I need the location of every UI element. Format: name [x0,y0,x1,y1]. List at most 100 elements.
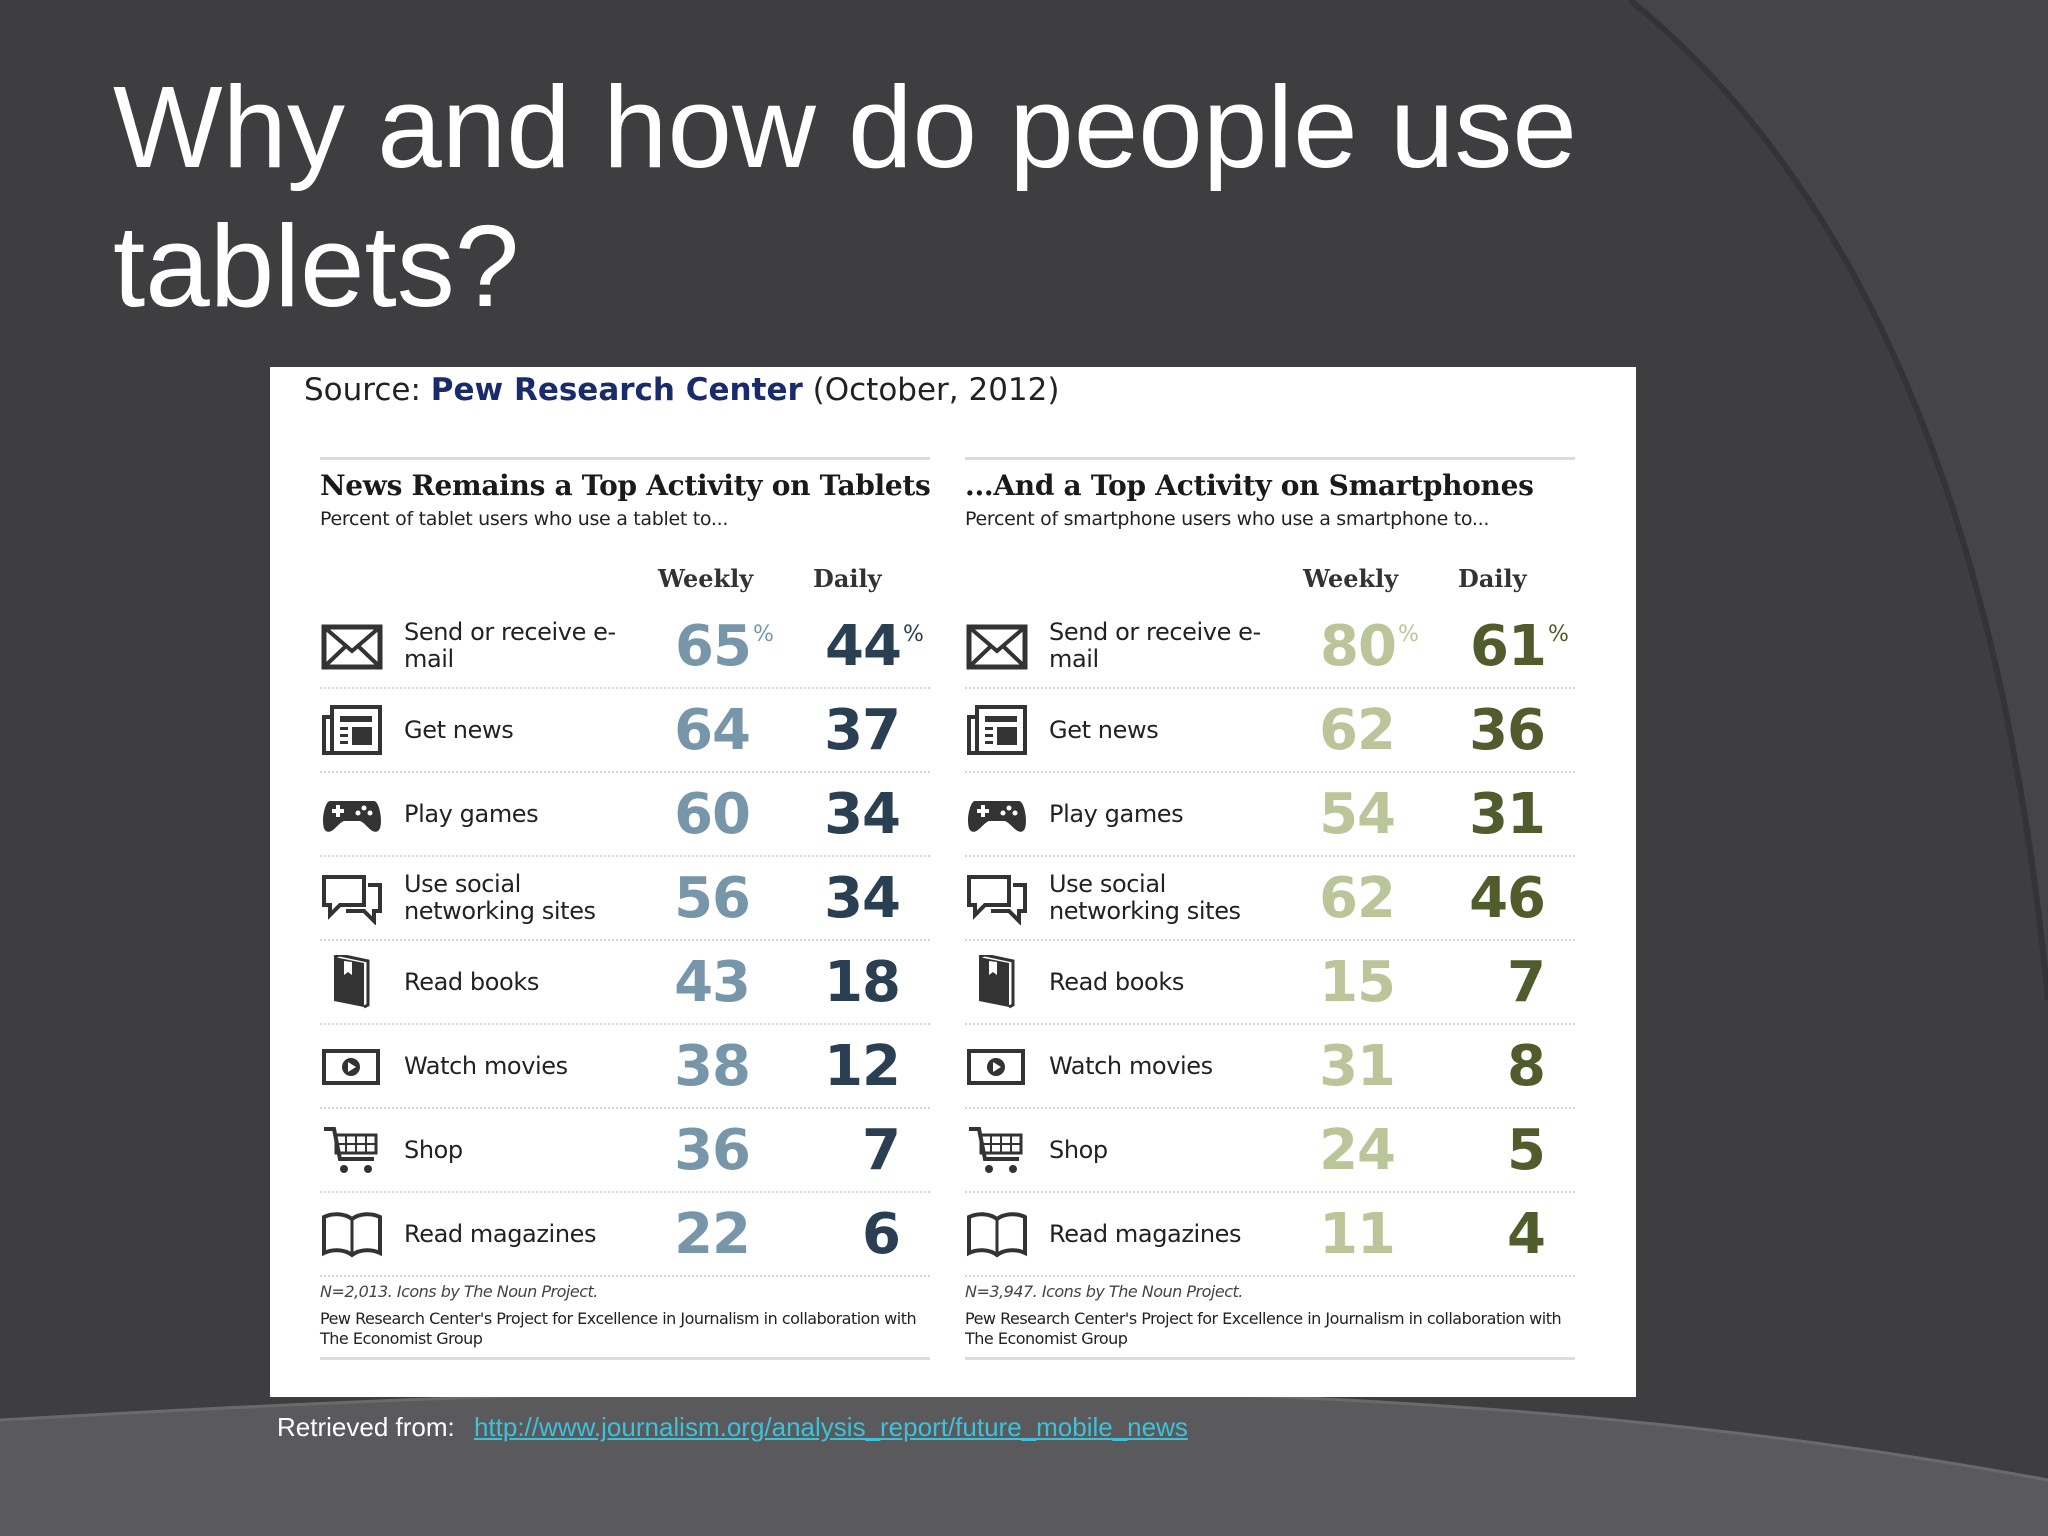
weekly-header: Weekly [1303,564,1399,593]
daily-value: 7 [1507,949,1546,1015]
gamepad-icon [965,787,1029,841]
activity-row-shop: Shop 36 7 [320,1109,930,1193]
percent-sign: % [1397,621,1419,647]
source-prefix: Source: [304,372,421,408]
shopping-cart-icon [965,1123,1029,1177]
activity-label: Use social networking sites [404,870,596,925]
weekly-value: 54 [1319,781,1396,847]
activity-label: Send or receive e-mail [404,618,616,673]
credit-note: Pew Research Center's Project for Excell… [965,1309,1562,1348]
activity-row-news: Get news 64 37 [320,689,930,773]
open-book-icon [965,1207,1029,1261]
activity-label: Use social networking sites [1049,870,1241,925]
percent-sign: % [902,621,924,647]
retrieved-from-line: Retrieved from: http://www.journalism.or… [277,1412,1188,1443]
envelope-icon [965,619,1029,673]
activity-row-movies: Watch movies 38 12 [320,1025,930,1109]
daily-value: 34 [824,781,901,847]
activity-label: Read books [1049,967,1184,996]
activity-label: Read books [404,967,539,996]
open-book-icon [320,1207,384,1261]
chat-bubbles-icon [320,871,384,925]
weekly-value: 60 [674,781,751,847]
daily-value: 4 [1507,1201,1546,1267]
daily-value: 8 [1507,1033,1546,1099]
percent-sign: % [1547,621,1569,647]
daily-value: 37 [824,697,901,763]
daily-value: 61% [1470,605,1600,687]
daily-value: 18 [824,949,901,1015]
daily-value: 36 [1469,697,1546,763]
activity-row-social: Use social networking sites 56 34 [320,857,930,941]
weekly-value: 15 [1319,949,1396,1015]
panel-subtitle: Percent of tablet users who use a tablet… [320,508,729,530]
weekly-value: 43 [674,949,751,1015]
activity-label: Play games [404,799,539,828]
book-icon [965,955,1029,1009]
smartphone-panel: ...And a Top Activity on Smartphones Per… [965,457,1575,1377]
retrieved-label: Retrieved from: [277,1412,455,1442]
video-play-icon [965,1039,1029,1093]
video-play-icon [320,1039,384,1093]
daily-value: 12 [824,1033,901,1099]
daily-value: 6 [862,1201,901,1267]
activity-label: Send or receive e-mail [1049,618,1261,673]
source-date: (October, 2012) [812,372,1060,408]
envelope-icon [320,619,384,673]
weekly-value: 80% [1320,605,1450,687]
panel-bottom-rule [965,1357,1575,1360]
weekly-value: 22 [674,1201,751,1267]
sample-note: N=2,013. Icons by The Noun Project. [320,1282,598,1301]
chat-bubbles-icon [965,871,1029,925]
daily-value: 31 [1469,781,1546,847]
activity-rows: Send or receive e-mail 65% 44% Get news … [320,605,930,1277]
weekly-value: 11 [1319,1201,1396,1267]
activity-label: Read magazines [1049,1219,1242,1248]
activity-label: Read magazines [404,1219,597,1248]
activity-row-email: Send or receive e-mail 80% 61% [965,605,1575,689]
daily-value: 44% [825,605,955,687]
panel-bottom-rule [320,1357,930,1360]
weekly-value: 36 [674,1117,751,1183]
activity-label: Get news [1049,715,1159,744]
slide-title: Why and how do people use tablets? [113,62,1577,331]
activity-label: Shop [1049,1135,1108,1164]
activity-label: Watch movies [1049,1051,1213,1080]
activity-row-games: Play games 54 31 [965,773,1575,857]
activity-row-games: Play games 60 34 [320,773,930,857]
activity-row-news: Get news 62 36 [965,689,1575,773]
weekly-number: 80 [1320,613,1397,679]
percent-sign: % [752,621,774,647]
source-link[interactable]: http://www.journalism.org/analysis_repor… [473,1412,1188,1442]
activity-rows: Send or receive e-mail 80% 61% Get news … [965,605,1575,1277]
daily-header: Daily [1458,564,1527,593]
activity-label: Watch movies [404,1051,568,1080]
daily-number: 44 [825,613,902,679]
activity-row-shop: Shop 24 5 [965,1109,1575,1193]
activity-row-books: Read books 15 7 [965,941,1575,1025]
daily-header: Daily [813,564,882,593]
activity-label: Play games [1049,799,1184,828]
daily-value: 46 [1469,865,1546,931]
daily-value: 7 [862,1117,901,1183]
weekly-value: 64 [674,697,751,763]
panel-title: ...And a Top Activity on Smartphones [965,469,1534,502]
daily-number: 61 [1470,613,1547,679]
weekly-value: 65% [675,605,805,687]
activity-label: Shop [404,1135,463,1164]
source-line: Source: Pew Research Center (October, 20… [304,372,1059,408]
activity-row-books: Read books 43 18 [320,941,930,1025]
panel-subtitle: Percent of smartphone users who use a sm… [965,508,1490,530]
weekly-value: 38 [674,1033,751,1099]
weekly-header: Weekly [658,564,754,593]
activity-row-social: Use social networking sites 62 46 [965,857,1575,941]
activity-row-magazines: Read magazines 22 6 [320,1193,930,1277]
activity-row-magazines: Read magazines 11 4 [965,1193,1575,1277]
weekly-value: 62 [1319,697,1396,763]
newspaper-icon [965,703,1029,757]
infographic-card: Source: Pew Research Center (October, 20… [270,367,1636,1397]
weekly-value: 62 [1319,865,1396,931]
weekly-value: 24 [1319,1117,1396,1183]
weekly-value: 31 [1319,1033,1396,1099]
daily-value: 34 [824,865,901,931]
